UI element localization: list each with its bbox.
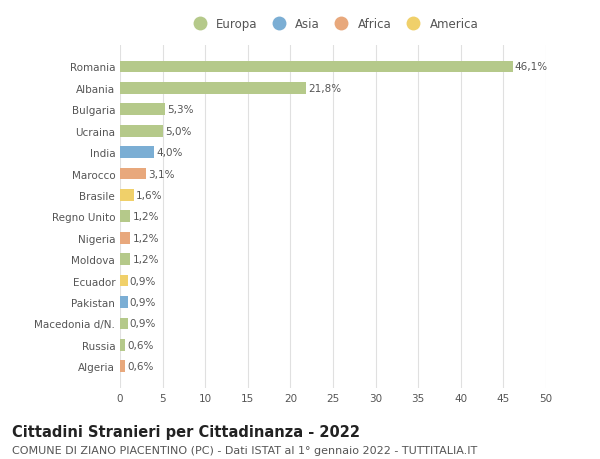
- Bar: [120, 147, 154, 159]
- Text: 0,9%: 0,9%: [130, 297, 156, 308]
- Text: 4,0%: 4,0%: [156, 148, 182, 158]
- Bar: [120, 104, 165, 116]
- Bar: [120, 275, 128, 287]
- Bar: [120, 232, 130, 244]
- Text: 46,1%: 46,1%: [515, 62, 548, 73]
- Legend: Europa, Asia, Africa, America: Europa, Asia, Africa, America: [188, 17, 478, 31]
- Text: 5,0%: 5,0%: [165, 126, 191, 136]
- Text: Cittadini Stranieri per Cittadinanza - 2022: Cittadini Stranieri per Cittadinanza - 2…: [12, 425, 360, 440]
- Bar: [120, 297, 128, 308]
- Text: 1,6%: 1,6%: [136, 190, 162, 201]
- Text: 0,9%: 0,9%: [130, 276, 156, 286]
- Bar: [120, 211, 130, 223]
- Bar: [120, 62, 513, 73]
- Text: 1,2%: 1,2%: [133, 255, 159, 264]
- Text: 0,9%: 0,9%: [130, 319, 156, 329]
- Bar: [120, 339, 125, 351]
- Text: 5,3%: 5,3%: [167, 105, 194, 115]
- Text: 3,1%: 3,1%: [149, 169, 175, 179]
- Text: COMUNE DI ZIANO PIACENTINO (PC) - Dati ISTAT al 1° gennaio 2022 - TUTTITALIA.IT: COMUNE DI ZIANO PIACENTINO (PC) - Dati I…: [12, 445, 477, 455]
- Bar: [120, 190, 134, 202]
- Text: 1,2%: 1,2%: [133, 233, 159, 243]
- Text: 0,6%: 0,6%: [127, 361, 154, 371]
- Bar: [120, 318, 128, 330]
- Text: 1,2%: 1,2%: [133, 212, 159, 222]
- Bar: [120, 361, 125, 372]
- Bar: [120, 126, 163, 137]
- Bar: [120, 168, 146, 180]
- Text: 21,8%: 21,8%: [308, 84, 341, 94]
- Text: 0,6%: 0,6%: [127, 340, 154, 350]
- Bar: [120, 254, 130, 265]
- Bar: [120, 83, 306, 95]
